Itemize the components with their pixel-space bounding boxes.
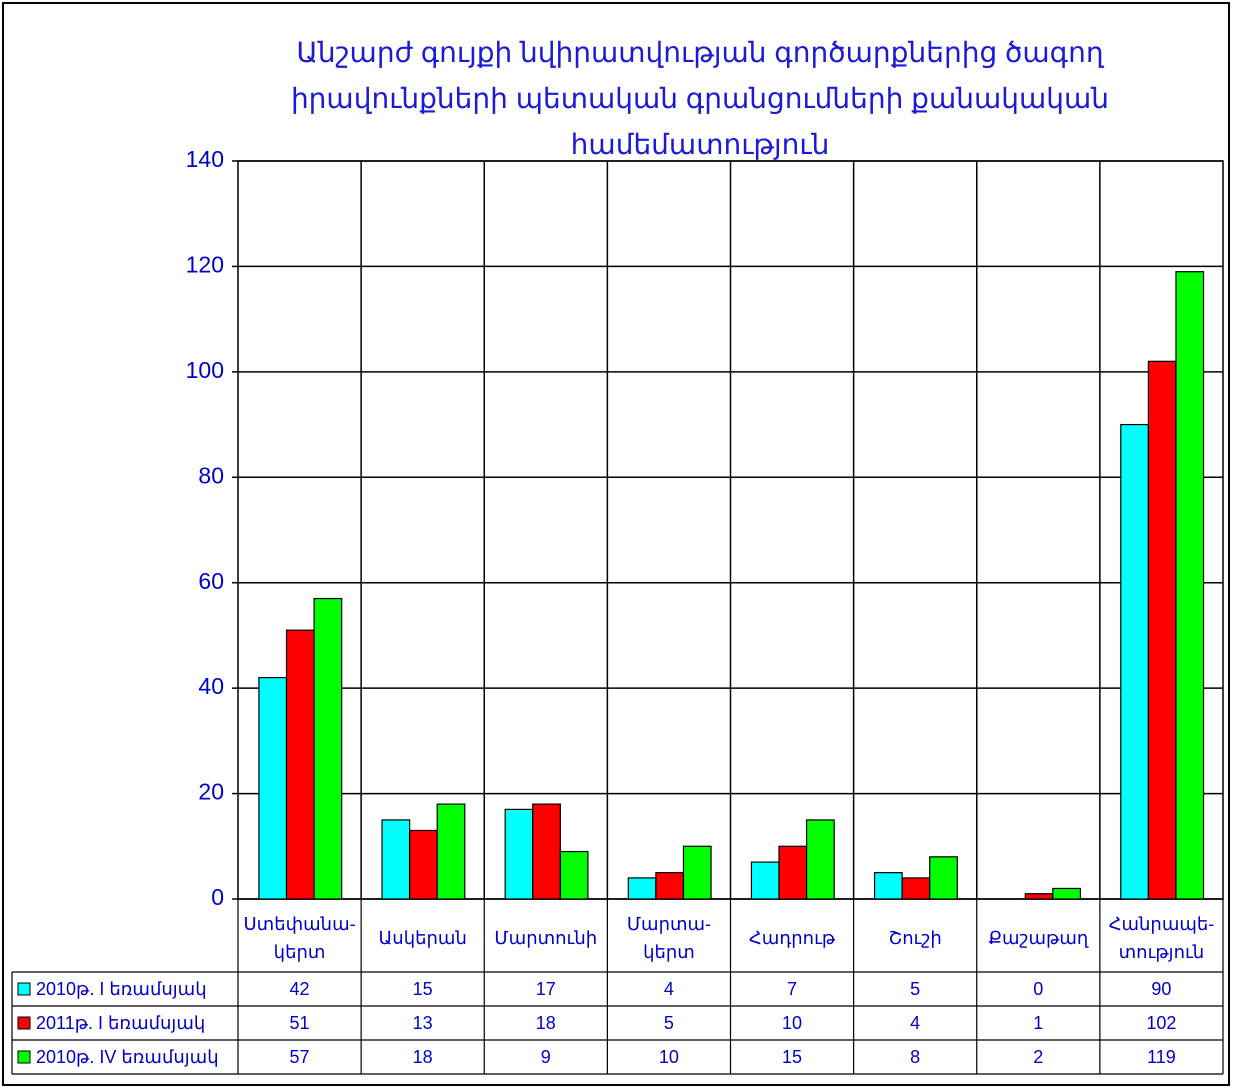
bar [559, 850, 589, 900]
table-value: 4 [664, 979, 674, 999]
x-tick-label: Մարտա- կերտ [626, 913, 712, 962]
legend-key [17, 1016, 31, 1030]
bar [805, 819, 835, 900]
table-value: 10 [659, 1047, 679, 1067]
bar [258, 676, 288, 900]
bar [627, 877, 657, 900]
x-tick-label: Ստեփանա- կերտ [243, 913, 356, 962]
bar [381, 819, 411, 900]
table-value: 17 [536, 979, 556, 999]
table-value: 57 [290, 1047, 310, 1067]
bar [313, 597, 343, 900]
table-value: 4 [910, 1013, 920, 1033]
bar [504, 808, 534, 900]
bar [1147, 360, 1177, 900]
y-tick-label: 140 [186, 146, 224, 172]
table-value: 5 [664, 1013, 674, 1033]
x-tick-label: Քաշաթաղ [988, 927, 1089, 948]
legend-label: 2010թ. I եռամսյակ [36, 979, 207, 999]
bar [929, 856, 958, 900]
bar [532, 803, 561, 900]
table-value: 9 [541, 1047, 551, 1067]
x-tick-label: Ասկերան [378, 927, 467, 948]
table-value: 5 [910, 979, 920, 999]
y-tick-label: 120 [186, 252, 224, 278]
table-value: 2 [1033, 1047, 1043, 1067]
bar [750, 861, 780, 900]
table-value: 102 [1146, 1013, 1176, 1033]
bar [778, 845, 808, 900]
y-tick-label: 100 [186, 357, 224, 383]
y-tick-label: 80 [198, 462, 224, 488]
table-value: 15 [782, 1047, 802, 1067]
bar [682, 845, 712, 900]
table-value: 15 [413, 979, 433, 999]
table-value: 119 [1147, 1047, 1176, 1067]
x-tick-label: Շուշի [888, 927, 942, 948]
table-value: 90 [1151, 979, 1171, 999]
x-tick-label: Հանրապե- տություն [1108, 913, 1215, 962]
legend-key [17, 1050, 31, 1064]
table-value: 18 [413, 1047, 433, 1067]
bar [436, 803, 466, 900]
legend-key [17, 982, 31, 996]
table-value: 8 [910, 1047, 920, 1067]
x-tick-label: Հադրութ [748, 927, 836, 948]
bar [655, 872, 685, 900]
y-tick-label: 40 [198, 673, 224, 699]
bar [1175, 271, 1205, 900]
table-value: 42 [290, 979, 310, 999]
bar [409, 829, 438, 900]
table-value: 10 [782, 1013, 802, 1033]
bar [1024, 893, 1054, 900]
x-tick-label: Մարտունի [494, 927, 598, 948]
table-value: 1 [1033, 1013, 1043, 1033]
table-value: 13 [413, 1013, 433, 1033]
bar [285, 629, 315, 900]
bar [873, 872, 903, 900]
chart-title: Անշարժ գույքի նվիրատվության գործարքներից… [290, 37, 1110, 160]
y-tick-label: 0 [211, 884, 224, 910]
table-value: 7 [787, 979, 797, 999]
table-value: 18 [536, 1013, 556, 1033]
bar [1052, 887, 1082, 900]
table-value: 51 [290, 1013, 310, 1033]
y-tick-label: 20 [198, 779, 224, 805]
legend-label: 2010թ. IV եռամսյակ [36, 1047, 219, 1067]
legend-label: 2011թ. I եռամսյակ [36, 1013, 205, 1033]
y-tick-label: 60 [198, 568, 224, 594]
bar [901, 877, 931, 900]
bar [1120, 423, 1149, 900]
table-value: 0 [1033, 979, 1043, 999]
